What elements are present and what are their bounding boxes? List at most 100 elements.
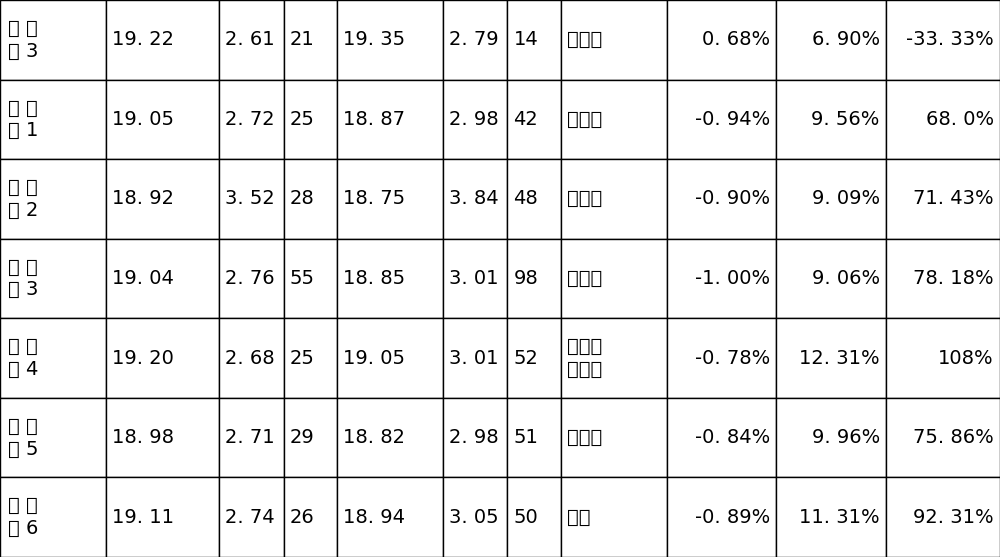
Text: 18. 87: 18. 87 [343,110,405,129]
Text: 19. 05: 19. 05 [112,110,174,129]
Bar [776,318,886,398]
Bar [443,318,507,398]
Bar [106,318,219,398]
Text: 19. 05: 19. 05 [343,349,405,368]
Text: 19. 22: 19. 22 [112,30,174,49]
Text: 11. 31%: 11. 31% [799,508,880,527]
Bar [219,159,284,239]
Text: 2. 74: 2. 74 [225,508,275,527]
Bar [0,239,106,318]
Text: 25: 25 [290,110,315,129]
Bar [443,477,507,557]
Bar [443,239,507,318]
Text: 48: 48 [513,189,538,208]
Text: 75. 86%: 75. 86% [913,428,994,447]
Bar [284,159,337,239]
Bar [667,80,776,159]
Text: 19. 11: 19. 11 [112,508,174,527]
Text: 25: 25 [290,349,315,368]
Bar [443,398,507,477]
Bar [106,239,219,318]
Bar [776,477,886,557]
Bar [443,159,507,239]
Bar [776,398,886,477]
Text: -33. 33%: -33. 33% [906,30,994,49]
Text: 18. 98: 18. 98 [112,428,174,447]
Text: 0. 68%: 0. 68% [702,30,770,49]
Bar [106,80,219,159]
Bar [776,0,886,80]
Text: 底鼓、
胶盖鼓: 底鼓、 胶盖鼓 [567,337,602,379]
Bar [284,398,337,477]
Bar [561,398,667,477]
Text: 底鼓: 底鼓 [567,508,590,527]
Bar [106,398,219,477]
Text: 6. 90%: 6. 90% [812,30,880,49]
Bar [284,318,337,398]
Bar [284,80,337,159]
Bar [886,398,1000,477]
Bar [561,318,667,398]
Bar [443,0,507,80]
Text: -0. 94%: -0. 94% [695,110,770,129]
Text: 对 比
例 6: 对 比 例 6 [8,496,38,538]
Text: 3. 84: 3. 84 [449,189,499,208]
Bar [443,80,507,159]
Bar [561,477,667,557]
Bar [507,0,561,80]
Text: 2. 98: 2. 98 [449,428,499,447]
Bar [776,80,886,159]
Text: 98: 98 [513,269,538,288]
Text: 78. 18%: 78. 18% [913,269,994,288]
Text: 对 比
例 1: 对 比 例 1 [8,99,38,140]
Bar [507,80,561,159]
Text: 9. 06%: 9. 06% [812,269,880,288]
Text: 2. 98: 2. 98 [449,110,499,129]
Bar [507,159,561,239]
Text: 26: 26 [290,508,314,527]
Bar [667,398,776,477]
Text: 9. 96%: 9. 96% [812,428,880,447]
Bar [337,477,443,557]
Bar [284,0,337,80]
Text: 29: 29 [290,428,314,447]
Bar [337,398,443,477]
Text: 14: 14 [513,30,538,49]
Bar [0,0,106,80]
Text: 55: 55 [290,269,315,288]
Text: 92. 31%: 92. 31% [913,508,994,527]
Text: 3. 05: 3. 05 [449,508,499,527]
Text: 51: 51 [513,428,538,447]
Text: 3. 52: 3. 52 [225,189,275,208]
Bar [776,239,886,318]
Bar [219,318,284,398]
Bar [667,477,776,557]
Bar [886,159,1000,239]
Bar [507,398,561,477]
Text: 42: 42 [513,110,538,129]
Text: -0. 78%: -0. 78% [695,349,770,368]
Text: 18. 82: 18. 82 [343,428,405,447]
Text: 对 比
例 3: 对 比 例 3 [8,258,38,299]
Bar [776,159,886,239]
Bar [219,477,284,557]
Bar [0,398,106,477]
Bar [886,477,1000,557]
Bar [0,318,106,398]
Bar [219,80,284,159]
Bar [106,0,219,80]
Text: 9. 56%: 9. 56% [811,110,880,129]
Text: 21: 21 [290,30,314,49]
Bar [219,0,284,80]
Bar [219,398,284,477]
Text: 底微鼓: 底微鼓 [567,428,602,447]
Bar [0,80,106,159]
Text: 50: 50 [513,508,538,527]
Text: 2. 72: 2. 72 [225,110,275,129]
Bar [886,318,1000,398]
Text: 71. 43%: 71. 43% [913,189,994,208]
Bar [886,80,1000,159]
Bar [507,477,561,557]
Bar [284,239,337,318]
Bar [0,159,106,239]
